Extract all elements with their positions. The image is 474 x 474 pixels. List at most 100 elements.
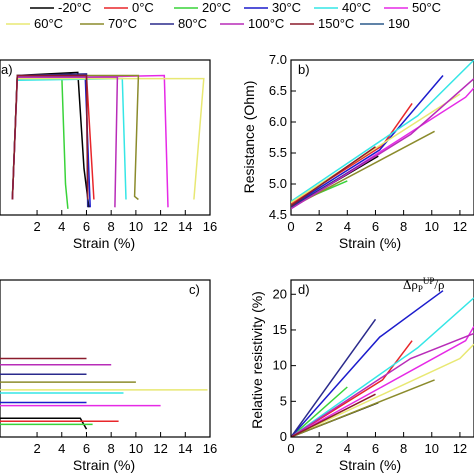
panel-a-xlabel: Strain (%) xyxy=(73,235,135,251)
legend: -20°C 0°C 20°C 30°C 40°C 50°C 60°C 70°C 80°C 100°… xyxy=(6,0,441,31)
series-line-150°C xyxy=(291,146,376,207)
legend-label: 190 xyxy=(388,16,410,31)
panel-d-annotation: ΔρPUP/ρ xyxy=(403,276,445,294)
series-line-30°C xyxy=(291,75,444,207)
x-tick-label: 2 xyxy=(316,219,323,234)
x-tick-label: 12 xyxy=(153,219,167,234)
x-tick-label: 8 xyxy=(400,441,407,456)
series-line-100°C xyxy=(11,76,119,208)
series-line-40°C xyxy=(11,77,127,200)
legend-label: 100°C xyxy=(248,16,284,31)
panel-a-frame xyxy=(0,59,211,216)
series-line-80°C xyxy=(291,318,377,437)
panel-b-x-ticks: 0 2 4 6 8 10 12 xyxy=(287,210,467,234)
y-tick-label: 6.5 xyxy=(269,83,287,98)
y-tick-label: 5 xyxy=(280,393,287,408)
x-tick-label: 4 xyxy=(344,219,351,234)
x-tick-label: 6 xyxy=(83,219,90,234)
series-line-150°C xyxy=(291,393,376,437)
x-tick-label: 12 xyxy=(153,441,167,456)
x-tick-label: 2 xyxy=(33,219,40,234)
x-tick-label: 16 xyxy=(203,219,217,234)
x-tick-label: 16 xyxy=(203,441,217,456)
series-line--20°C xyxy=(11,71,90,208)
panel-b-y-ticks: 4.5 5.0 5.5 6.0 6.5 7.0 xyxy=(269,52,296,222)
panel-d-y-ticks: 0 5 10 15 20 xyxy=(273,286,296,444)
x-tick-label: 8 xyxy=(108,441,115,456)
x-tick-label: 2 xyxy=(316,441,323,456)
legend-label: 60°C xyxy=(34,16,63,31)
series-line-60°C xyxy=(291,343,474,437)
legend-label: 80°C xyxy=(178,16,207,31)
panel-d-ylabel: Relative resistivity (%) xyxy=(249,291,265,429)
y-tick-label: 5.5 xyxy=(269,145,287,160)
series-line-50°C xyxy=(291,326,474,437)
panel-b-frame xyxy=(290,59,474,216)
panel-b-label: b) xyxy=(298,62,310,77)
panel-b-plot-area xyxy=(291,60,474,210)
y-tick-label: 4.5 xyxy=(269,207,287,222)
legend-label: 40°C xyxy=(342,0,371,15)
x-tick-label: 10 xyxy=(425,441,439,456)
y-tick-label: 0 xyxy=(280,429,287,444)
panel-d-frame xyxy=(290,279,474,438)
series-line-30°C xyxy=(291,290,444,437)
y-tick-label: 7.0 xyxy=(269,52,287,67)
series-line-70°C xyxy=(291,130,435,209)
series-line-40°C xyxy=(291,297,474,437)
x-tick-label: 4 xyxy=(58,219,65,234)
x-tick-label: 12 xyxy=(453,219,467,234)
panel-a-x-ticks: 2 4 6 8 10 12 14 16 xyxy=(33,210,217,234)
panel-c-label: c) xyxy=(189,282,200,297)
series-line-80°C xyxy=(11,73,89,208)
x-tick-label: 14 xyxy=(178,219,192,234)
legend-label: 0°C xyxy=(132,0,154,15)
legend-label: 50°C xyxy=(412,0,441,15)
panel-c-x-ticks: 2 4 6 8 10 12 14 16 xyxy=(33,432,217,456)
y-tick-label: 5.0 xyxy=(269,176,287,191)
panel-a-plot-area xyxy=(11,71,205,209)
x-tick-label: 6 xyxy=(83,441,90,456)
panel-b-ylabel: Resistance (Ohm) xyxy=(241,81,257,194)
x-tick-label: 2 xyxy=(33,441,40,456)
legend-label: 30°C xyxy=(272,0,301,15)
panel-d-x-ticks: 0 2 4 6 8 10 12 xyxy=(287,432,467,456)
panel-c-xlabel: Strain (%) xyxy=(73,457,135,473)
series-line-60°C xyxy=(11,77,205,200)
x-tick-label: 8 xyxy=(108,219,115,234)
legend-label: 70°C xyxy=(108,16,137,31)
y-tick-label: 15 xyxy=(273,322,287,337)
series-line-150°C xyxy=(11,74,89,200)
y-tick-label: 6.0 xyxy=(269,114,287,129)
panel-d-label: d) xyxy=(298,282,310,297)
x-tick-label: 4 xyxy=(58,441,65,456)
x-tick-label: 6 xyxy=(372,441,379,456)
series-line--20°C xyxy=(0,417,88,430)
x-tick-label: 14 xyxy=(178,441,192,456)
panel-b: b) 0 2 4 6 8 10 12 4.5 5.0 5.5 6.0 6.5 7.0 Strain (… xyxy=(241,52,474,251)
legend-label: -20°C xyxy=(58,0,91,15)
x-tick-label: 10 xyxy=(129,219,143,234)
series-line-60°C xyxy=(291,93,461,204)
panel-c-frame xyxy=(0,279,211,438)
series-line-20°C xyxy=(11,74,69,209)
panel-b-xlabel: Strain (%) xyxy=(339,235,401,251)
legend-label: 20°C xyxy=(202,0,231,15)
series-line-20°C xyxy=(291,386,348,437)
panel-d-plot-area xyxy=(291,290,474,437)
y-tick-label: 20 xyxy=(273,286,287,301)
series-line-100°C xyxy=(291,332,474,437)
panel-c-plot-area xyxy=(0,357,208,430)
panel-a-label: a) xyxy=(1,62,13,77)
x-tick-label: 4 xyxy=(344,441,351,456)
x-tick-label: 0 xyxy=(287,219,294,234)
series-line-40°C xyxy=(291,60,474,203)
series-line-70°C xyxy=(291,379,435,437)
x-tick-label: 0 xyxy=(287,441,294,456)
x-tick-label: 6 xyxy=(372,219,379,234)
panel-a: a) 2 4 6 8 10 12 14 16 Strain (%) xyxy=(0,59,217,251)
x-tick-label: 10 xyxy=(129,441,143,456)
series-line-0°C xyxy=(291,340,413,437)
panel-c: c) 2 4 6 8 10 12 14 16 Strain (%) xyxy=(0,279,217,473)
